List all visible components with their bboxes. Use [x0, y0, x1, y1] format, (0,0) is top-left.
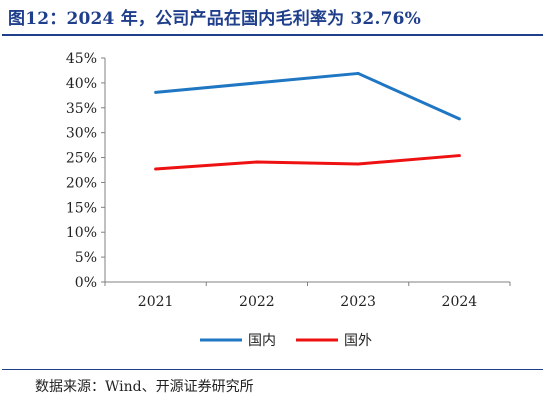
- legend-label-2: 国外: [344, 333, 372, 349]
- x-tick-label: 2023: [340, 294, 376, 310]
- y-tick-label: 40%: [66, 76, 97, 92]
- x-tick-label: 2022: [239, 294, 275, 310]
- y-tick-label: 45%: [66, 51, 97, 67]
- title-divider: [2, 34, 543, 36]
- data-point: [356, 162, 360, 166]
- y-tick-label: 20%: [66, 175, 97, 191]
- y-tick-label: 0%: [75, 275, 97, 291]
- data-point: [154, 90, 158, 94]
- data-point: [356, 71, 360, 75]
- y-tick-label: 35%: [66, 101, 97, 117]
- y-tick-label: 25%: [66, 151, 97, 167]
- data-point: [457, 154, 461, 158]
- series-line-2: [155, 154, 460, 171]
- data-point: [255, 160, 259, 164]
- data-point: [154, 167, 158, 171]
- x-tick-label: 2024: [442, 294, 478, 310]
- source-divider: [2, 369, 543, 370]
- y-tick-label: 30%: [66, 126, 97, 142]
- data-point: [255, 81, 259, 85]
- x-tick-label: 2021: [138, 294, 174, 310]
- legend-label-1: 国内: [248, 333, 276, 349]
- series-line-1: [155, 71, 460, 121]
- data-point: [457, 117, 461, 121]
- figure-title: 图12：2024 年，公司产品在国内毛利率为 32.76%: [8, 9, 421, 29]
- y-tick-label: 10%: [66, 225, 97, 241]
- source-note: 数据来源：Wind、开源证券研究所: [35, 379, 254, 395]
- y-tick-label: 5%: [75, 250, 97, 266]
- y-tick-label: 15%: [66, 200, 97, 216]
